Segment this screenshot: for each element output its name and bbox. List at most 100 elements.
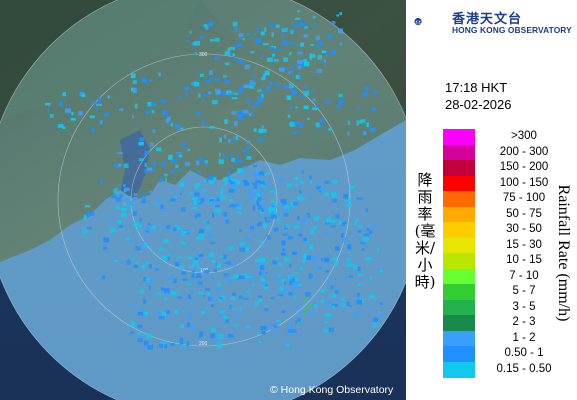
copyright-text: © Hong Kong Observatory (270, 384, 394, 396)
radar-echo-cell (236, 211, 242, 215)
radar-echo-cell (249, 277, 256, 280)
radar-echo-cell (309, 175, 312, 180)
radar-echo-cell (260, 280, 266, 285)
radar-echo-cell (332, 198, 338, 203)
radar-echo-cell (354, 221, 357, 226)
radar-echo-cell (176, 256, 182, 259)
radar-echo-cell (308, 273, 313, 279)
radar-echo-cell (330, 225, 337, 228)
radar-echo-cell (144, 162, 147, 167)
radar-echo-cell (100, 179, 103, 184)
radar-map: 100 200 300 © Hong Kong Observatory (0, 0, 406, 400)
radar-echo-cell (127, 240, 130, 244)
radar-echo-cell (246, 100, 253, 104)
radar-echo-cell (243, 84, 250, 88)
radar-echo-cell (265, 182, 269, 187)
radar-echo-cell (222, 154, 226, 160)
radar-echo-cell (256, 196, 262, 201)
radar-echo-cell (156, 199, 162, 205)
radar-echo-cell (203, 24, 208, 28)
legend-swatch (443, 144, 475, 161)
radar-echo-cell (228, 92, 232, 96)
radar-echo-cell (362, 237, 369, 242)
radar-echo-cell (181, 271, 187, 275)
radar-echo-cell (239, 242, 246, 246)
radar-echo-cell (192, 206, 197, 209)
radar-echo-cell (334, 298, 340, 301)
radar-echo-cell (347, 131, 350, 136)
radar-echo-cell (228, 178, 231, 183)
radar-echo-cell (253, 171, 260, 177)
radar-echo-cell (211, 202, 214, 206)
radar-echo-cell (223, 316, 228, 320)
radar-echo-cell (324, 306, 329, 309)
radar-echo-cell (233, 181, 237, 185)
radar-echo-cell (215, 287, 221, 292)
radar-echo-cell (282, 67, 288, 70)
radar-echo-cell (226, 231, 229, 235)
radar-echo-cell (194, 200, 197, 205)
radar-echo-cell (170, 342, 175, 346)
radar-echo-cell (160, 99, 166, 104)
radar-echo-cell (275, 82, 280, 88)
radar-echo-cell (293, 24, 299, 28)
legend-label: 200 - 300 (499, 145, 549, 158)
radar-echo-cell (273, 211, 278, 215)
radar-echo-cell (299, 310, 303, 313)
radar-echo-cell (289, 28, 294, 31)
legend-row: 3 - 5 (443, 299, 573, 316)
radar-echo-cell (124, 187, 130, 192)
radar-echo-cell (311, 256, 315, 261)
radar-echo-cell (295, 75, 301, 79)
radar-echo-cell (138, 158, 145, 161)
radar-echo-cell (187, 315, 192, 319)
radar-echo-cell (197, 265, 200, 270)
radar-echo-cell (321, 257, 324, 262)
radar-echo-cell (205, 80, 210, 83)
radar-echo-cell (289, 276, 292, 281)
radar-echo-cell (300, 220, 307, 225)
radar-echo-cell (183, 181, 187, 184)
legend-swatch (443, 191, 475, 207)
radar-echo-cell (325, 222, 330, 225)
radar-echo-cell (290, 71, 294, 75)
radar-echo-cell (225, 318, 229, 323)
radar-echo-cell (59, 101, 64, 107)
radar-echo-cell (309, 180, 312, 184)
radar-echo-cell (151, 225, 156, 230)
radar-echo-cell (312, 98, 316, 102)
radar-echo-cell (192, 197, 198, 201)
radar-echo-cell (101, 275, 106, 280)
radar-echo-cell (112, 259, 119, 262)
radar-echo-cell (239, 247, 246, 252)
radar-echo-cell (274, 203, 278, 209)
radar-echo-cell (227, 47, 231, 52)
radar-echo-cell (214, 208, 221, 214)
legend-label: >300 (511, 130, 537, 142)
legend-row: 2 - 3 (443, 315, 573, 331)
radar-echo-cell (215, 37, 220, 42)
radar-echo-cell (218, 298, 221, 302)
radar-echo-cell (151, 109, 155, 114)
radar-echo-cell (130, 73, 136, 79)
radar-echo-cell (216, 198, 220, 202)
radar-echo-cell (154, 323, 158, 327)
radar-echo-cell (214, 88, 221, 92)
radar-echo-cell (133, 222, 140, 226)
radar-echo-cell (260, 277, 265, 282)
radar-echo-cell (205, 288, 210, 291)
radar-echo-cell (343, 276, 348, 280)
radar-echo-cell (237, 204, 241, 208)
radar-echo-cell (286, 183, 292, 188)
radar-echo-cell (236, 43, 243, 48)
radar-echo-cell (196, 236, 200, 240)
radar-echo-cell (229, 46, 235, 50)
radar-echo-cell (158, 223, 162, 227)
radar-echo-cell (326, 217, 332, 223)
radar-echo-cell (168, 154, 173, 160)
radar-echo-cell (294, 286, 298, 290)
radar-echo-cell (103, 246, 108, 250)
radar-echo-cell (258, 189, 263, 194)
radar-echo-cell (229, 305, 232, 309)
radar-echo-cell (210, 296, 217, 301)
